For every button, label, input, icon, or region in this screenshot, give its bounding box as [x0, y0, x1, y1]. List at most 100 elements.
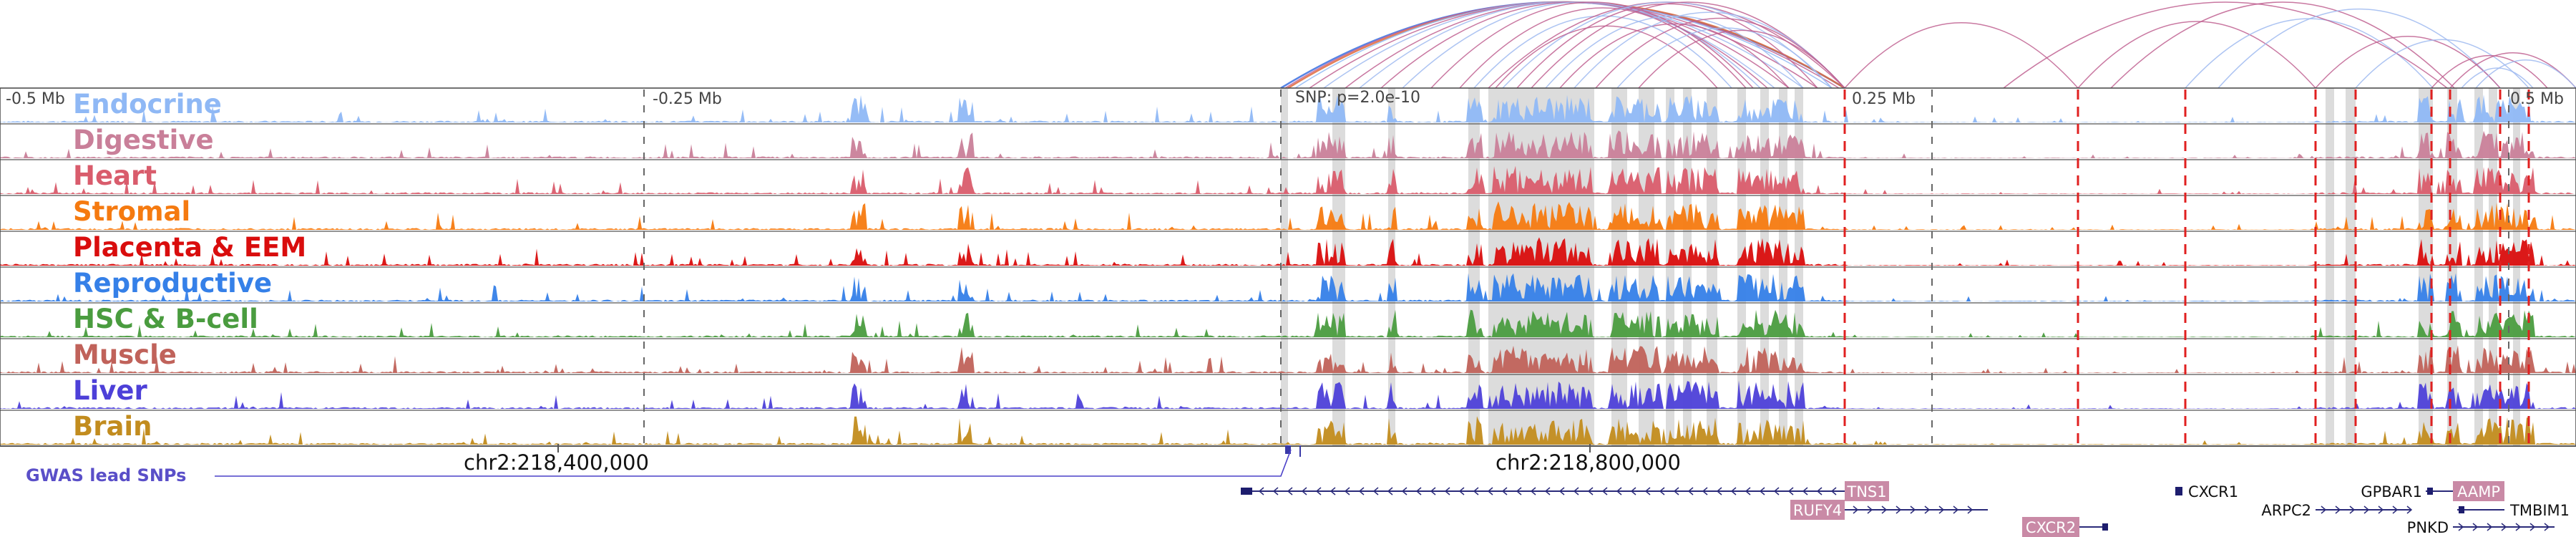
strand-arrow	[2349, 505, 2356, 514]
interaction-arc	[2110, 1, 2455, 89]
gwas-label: GWAS lead SNPs	[26, 465, 186, 485]
gene-rufy4: RUFY4	[1793, 502, 1842, 519]
strand-arrow	[1444, 487, 1450, 495]
strand-arrow	[1587, 487, 1594, 495]
gene-cxcr1: CXCR1	[2188, 483, 2238, 500]
strand-arrow	[1702, 487, 1708, 495]
pnkd-strand-arrows	[2458, 523, 2550, 531]
gene-aamp: AAMP	[2457, 483, 2500, 500]
strand-arrow	[2321, 505, 2327, 514]
interaction-arcs	[1280, 1, 2576, 90]
strand-arrow	[2363, 505, 2370, 514]
strand-arrow	[1745, 487, 1751, 495]
strand-arrow	[1372, 487, 1379, 495]
gene-cxcr2: CXCR2	[2026, 519, 2076, 536]
strand-arrow	[1387, 487, 1393, 495]
strand-arrow	[1487, 487, 1493, 495]
interaction-arc	[1545, 15, 1804, 89]
strand-arrow	[1530, 487, 1536, 495]
tmbim1-exon	[2459, 506, 2464, 513]
strand-arrow	[1659, 487, 1665, 495]
track-label-1: Digestive	[73, 125, 214, 155]
ruler-label-right: 0.5 Mb	[2510, 90, 2564, 108]
grid-lines	[643, 90, 2509, 446]
strand-arrow	[2392, 505, 2399, 514]
strand-arrow	[1787, 487, 1794, 495]
cxcr2-label-box	[2022, 517, 2079, 537]
strand-arrow	[2501, 523, 2507, 531]
strand-arrow	[2406, 505, 2413, 514]
cxcr2-exon	[2102, 523, 2108, 531]
strand-arrow	[1558, 487, 1565, 495]
strand-arrow	[1953, 505, 1959, 514]
strand-arrow	[1938, 505, 1945, 514]
strand-arrow	[1616, 487, 1622, 495]
strand-arrow	[1630, 487, 1636, 495]
interaction-arc	[1502, 1, 1833, 89]
gene-tns1: TNS1	[1846, 483, 1886, 500]
interaction-arc	[1616, 27, 1833, 89]
track-label-3: Stromal	[73, 196, 190, 227]
strand-arrow	[1258, 487, 1264, 495]
track-label-0: Endocrine	[73, 89, 222, 120]
gpbar1-exon	[2427, 488, 2433, 495]
ruler-label-left: -0.5 Mb	[6, 90, 65, 108]
gwas-track: GWAS lead SNPs chr2:218,400,000 chr2:218…	[0, 444, 2576, 485]
ruler: -0.5 Mb -0.25 Mb SNP: p=2.0e-10 0.25 Mb …	[6, 89, 2564, 108]
interaction-arc	[2475, 59, 2576, 89]
gwas-snp-marker	[1285, 445, 1291, 454]
interaction-arc	[1844, 22, 2079, 89]
interaction-arc	[1430, 1, 1754, 89]
red-marker-lines	[1843, 90, 2530, 446]
aamp-label-box	[2453, 481, 2504, 501]
strand-arrow	[1644, 487, 1651, 495]
gene-track: TNS1 RUFY4 CXCR2 CXCR1 ARPC2 GPBAR1 AAMP…	[1241, 481, 2570, 537]
strand-arrow	[1924, 505, 1931, 514]
track-label-9: Brain	[73, 411, 152, 442]
strand-arrow	[1458, 487, 1465, 495]
strand-arrow	[1344, 487, 1350, 495]
tns1-label-box	[1845, 481, 1889, 501]
interaction-arc	[2218, 9, 2501, 89]
strand-arrow	[2529, 523, 2536, 531]
strand-arrow	[1330, 487, 1336, 495]
interaction-arc	[2461, 67, 2534, 89]
strand-arrow	[1573, 487, 1579, 495]
strand-arrow	[1867, 505, 1873, 514]
strand-arrow	[1473, 487, 1479, 495]
gwas-leader-line	[215, 449, 1292, 477]
strand-arrow	[1272, 487, 1279, 495]
strand-arrow	[1287, 487, 1293, 495]
gene-gpbar1: GPBAR1	[2361, 483, 2422, 500]
strand-arrow	[1358, 487, 1365, 495]
arpc2-strand-arrows	[2321, 505, 2413, 514]
track-label-7: Muscle	[73, 339, 177, 370]
strand-arrow	[1687, 487, 1694, 495]
snp-pvalue-label: SNP: p=2.0e-10	[1295, 89, 1420, 107]
interaction-arc	[1595, 17, 1845, 89]
strand-arrow	[1759, 487, 1765, 495]
ruler-label-minus-quarter: -0.25 Mb	[653, 90, 722, 108]
track-label-5: Reproductive	[73, 268, 272, 299]
strand-arrow	[1673, 487, 1679, 495]
signal-track-4	[0, 237, 2576, 266]
interaction-arc	[1359, 1, 1775, 89]
interaction-arc	[1638, 29, 1845, 89]
track-label-4: Placenta & EEM	[73, 232, 306, 263]
gene-pnkd: PNKD	[2407, 519, 2449, 536]
interaction-arc	[1495, 25, 1718, 89]
strand-arrow	[1544, 487, 1551, 495]
interaction-arc	[2077, 21, 2316, 89]
strand-arrow	[1716, 487, 1722, 495]
strand-arrow	[1301, 487, 1307, 495]
gene-tmbim1: TMBIM1	[2509, 502, 2570, 519]
interaction-arc	[1287, 1, 1845, 90]
strand-arrow	[2487, 523, 2493, 531]
strand-arrow	[1802, 487, 1808, 495]
track-label-6: HSC & B-cell	[73, 304, 258, 334]
strand-arrow	[1816, 487, 1823, 495]
strand-arrow	[1401, 487, 1407, 495]
strand-arrow	[1516, 487, 1522, 495]
interaction-arc	[2431, 55, 2548, 89]
